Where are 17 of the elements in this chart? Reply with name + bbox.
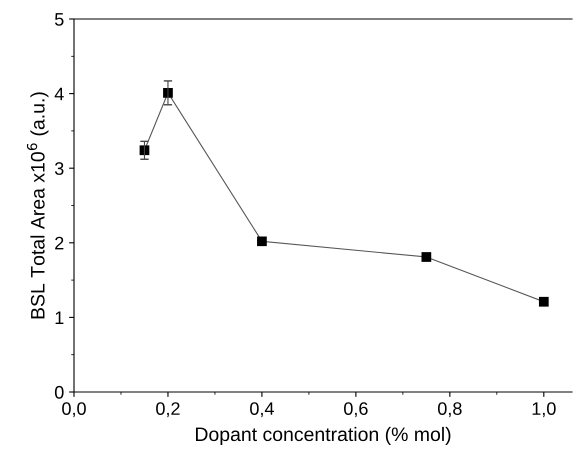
x-tick-label: 0,6 (344, 402, 368, 418)
y-tick-label: 1 (56, 312, 64, 324)
y-tick-label: 0 (54, 386, 64, 399)
x-axis-title: Dopant concentration (% mol) (196, 426, 450, 446)
point (538, 296, 549, 307)
x-tick-label: 0,2 (156, 402, 180, 418)
point (257, 236, 267, 246)
y-axis-title: BSL Total Area x10$^{6}$ (a.u.) (26, 92, 48, 318)
x-tick-label: 0,4 (250, 402, 274, 418)
y-tick-label: 5 (54, 13, 64, 26)
y-tick-label: 3 (54, 162, 64, 175)
x-tick-label: 0,0 (62, 402, 86, 418)
point (421, 252, 432, 262)
y-tick-label: 2 (55, 236, 64, 250)
y-tick-label: 4 (54, 88, 64, 100)
x-tick-label: 1,0 (532, 402, 556, 418)
x-tick-label: 0,8 (438, 402, 462, 418)
